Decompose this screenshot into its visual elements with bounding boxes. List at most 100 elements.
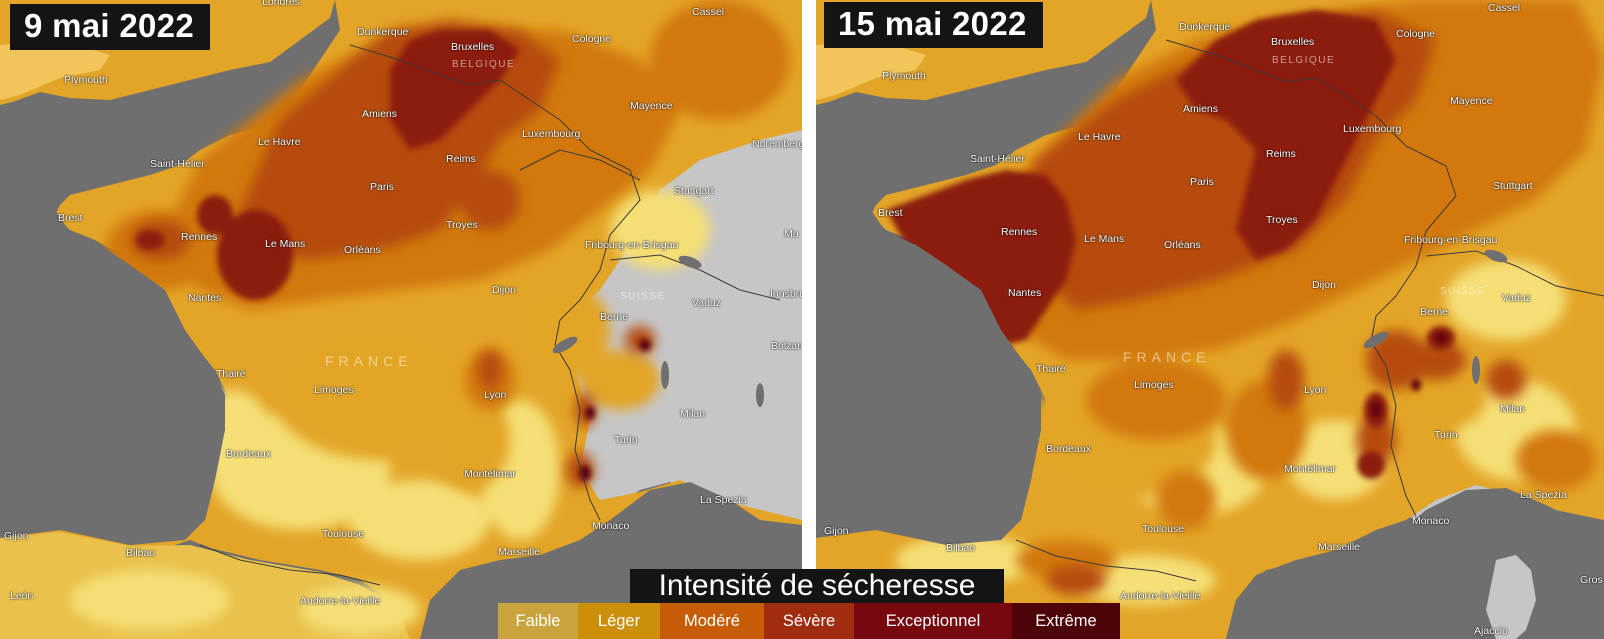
drought-map-9-mai: [0, 0, 802, 639]
country-label: SUISSE: [620, 291, 666, 302]
land-corsica: [1486, 555, 1536, 639]
land-uk-west: [0, 40, 110, 100]
city-label: Marseille: [1318, 541, 1361, 553]
city-label: Gijon: [824, 525, 849, 537]
city-label: Limoges: [1134, 379, 1174, 391]
city-label: Saint-Hélier: [970, 153, 1025, 165]
city-label: Bruxelles: [451, 41, 495, 53]
exceptionnel-zones: [136, 30, 520, 300]
city-label: Bilbao: [946, 542, 976, 554]
city-label: Rennes: [1001, 226, 1038, 238]
legend-item-severe: Sévère: [764, 603, 854, 639]
country-label: BELGIQUE: [1272, 55, 1336, 66]
city-label: Le Havre: [1078, 131, 1121, 143]
city-label: Berne: [1420, 306, 1449, 318]
city-label: Gijon: [4, 530, 29, 542]
city-label: Stuttgart: [1493, 180, 1533, 192]
country-label: BELGIQUE: [452, 59, 516, 70]
city-label: Andorre-la-Vieille: [300, 595, 381, 607]
legend-item-modere: Modéré: [660, 603, 764, 639]
leger-zones: [270, 280, 660, 490]
city-label: Plymouth: [64, 74, 108, 86]
legend-title: Intensité de sécheresse: [630, 569, 1004, 603]
sea-atlantic: [0, 95, 225, 545]
city-label: Troyes: [1266, 214, 1298, 226]
legend-item-extreme: Extrême: [1012, 603, 1120, 639]
city-label: Montélimar: [1284, 463, 1336, 475]
city-label: Dunkerque: [1179, 21, 1231, 33]
borders: [1015, 39, 1604, 582]
city-label: Le Havre: [258, 136, 301, 148]
city-label: Mayence: [630, 100, 673, 112]
city-label: Cassel: [1488, 2, 1521, 14]
city-label: Dijon: [492, 284, 516, 296]
city-label: Toulouse: [1142, 523, 1185, 535]
extreme-zones: [579, 339, 651, 481]
date-label: 15 mai 2022: [824, 2, 1043, 48]
city-label: Saint-Hélier: [150, 158, 205, 170]
map-panel-9-mai: 9 mai 2022 FRANCE Londres Plymouth Dunke…: [0, 0, 802, 639]
city-label: Mu: [784, 228, 799, 240]
city-label: Paris: [1190, 176, 1214, 188]
city-label: La Spezia: [1520, 489, 1567, 501]
date-label: 9 mai 2022: [10, 4, 210, 50]
city-label: Brest: [878, 207, 903, 219]
city-label: Troyes: [446, 219, 478, 231]
city-label: Nantes: [1008, 287, 1042, 299]
city-label: Toulouse: [322, 528, 365, 540]
city-label: Marseille: [498, 546, 541, 558]
city-label: Limoges: [314, 384, 354, 396]
city-label: León: [10, 590, 34, 602]
borders: [199, 44, 781, 586]
city-label: La Spezia: [700, 494, 747, 506]
city-label: Dunkerque: [357, 26, 409, 38]
city-label: Orléans: [344, 244, 381, 256]
legend-item-leger: Léger: [578, 603, 660, 639]
city-label: Fribourg-en-Brisgau: [1404, 234, 1498, 246]
map-panel-15-mai: 15 mai 2022 FRANCE Cassel Dunkerque Brux…: [816, 0, 1604, 639]
city-label: Turin: [1434, 429, 1458, 441]
city-label: Andorre-la-Vieille: [1120, 590, 1201, 602]
city-label: Montélimar: [464, 468, 516, 480]
city-label: Gros: [1580, 574, 1603, 586]
city-label: Milan: [1500, 403, 1526, 415]
city-label: Brest: [58, 212, 83, 224]
city-label: Berne: [600, 311, 629, 323]
city-label: Milan: [680, 408, 706, 420]
city-label: Bolzan: [771, 340, 802, 352]
city-label: Vaduz: [1502, 292, 1531, 304]
lakes: [552, 255, 764, 407]
city-label: Paris: [370, 181, 394, 193]
city-label: Plymouth: [882, 70, 926, 82]
city-label: Lyon: [1304, 384, 1327, 396]
city-label: Reims: [1266, 148, 1296, 160]
legend: Faible Léger Modéré Sévère Exceptionnel …: [498, 603, 1120, 639]
city-label: Amiens: [362, 108, 398, 120]
city-label: Le Mans: [1084, 233, 1125, 245]
city-label: Thairé: [216, 368, 246, 380]
city-label: Bordeaux: [226, 448, 271, 460]
city-label: Mayence: [1450, 95, 1493, 107]
city-label: Cologne: [572, 33, 612, 45]
legend-item-faible: Faible: [498, 603, 578, 639]
city-label: Lyon: [484, 389, 507, 401]
land-uk-west: [816, 40, 926, 100]
country-label-france: FRANCE: [1123, 349, 1211, 365]
city-label: Rennes: [181, 231, 218, 243]
city-label: Innsbru: [770, 288, 802, 300]
city-label: Cologne: [1396, 28, 1436, 40]
lakes: [1363, 249, 1508, 384]
city-label: Monaco: [592, 520, 630, 532]
city-label: Ajaccio: [1474, 625, 1508, 637]
city-label: Londres: [262, 0, 300, 8]
legend-item-exceptionnel: Exceptionnel: [854, 603, 1012, 639]
city-label: Bordeaux: [1046, 443, 1091, 455]
city-label: Reims: [446, 153, 476, 165]
city-label: Nantes: [188, 292, 222, 304]
drought-map-15-mai: [816, 0, 1604, 639]
country-label: SUISSE: [1440, 286, 1486, 297]
city-label: Nuremberg: [752, 138, 802, 150]
city-label: Cassel: [692, 6, 725, 18]
city-label: Bruxelles: [1271, 36, 1315, 48]
city-label: Dijon: [1312, 279, 1336, 291]
